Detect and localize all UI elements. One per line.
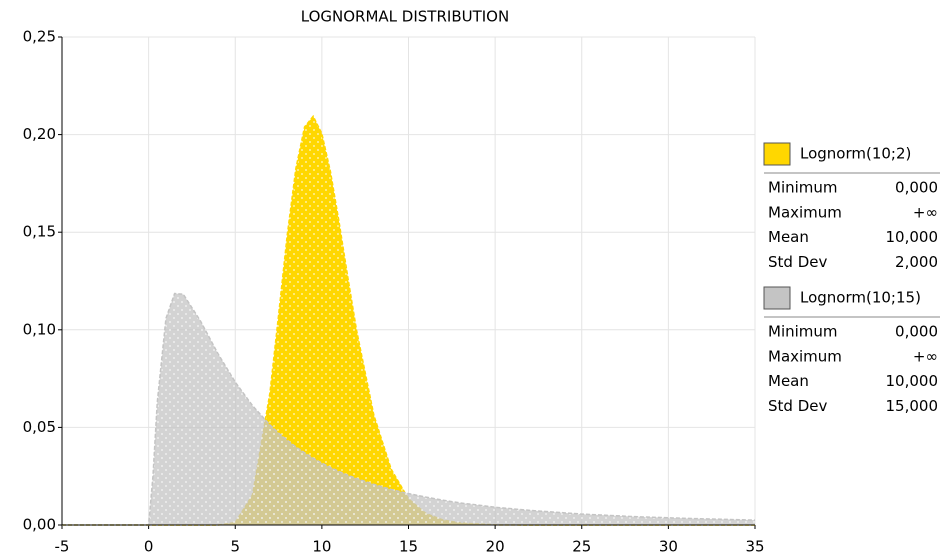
y-tick-label: 0,10: [23, 320, 56, 338]
x-tick-label: 20: [486, 538, 505, 556]
area-dots: [62, 293, 755, 525]
stat-value: +∞: [913, 203, 938, 221]
legend-label: Lognorm(10;2): [800, 145, 911, 163]
stat-label: Maximum: [768, 203, 842, 221]
y-tick-label: 0,15: [23, 223, 56, 241]
stat-value: 0,000: [895, 323, 938, 341]
legend-label: Lognorm(10;15): [800, 289, 921, 307]
stat-label: Maximum: [768, 347, 842, 365]
stat-label: Minimum: [768, 179, 838, 197]
x-tick-label: -5: [55, 538, 70, 556]
stat-label: Mean: [768, 228, 809, 246]
stat-value: 2,000: [895, 253, 938, 271]
legend-swatch: [763, 286, 791, 310]
stat-value: +∞: [913, 347, 938, 365]
stat-value: 10,000: [886, 228, 939, 246]
chart-title: LOGNORMAL DISTRIBUTION: [301, 8, 509, 26]
y-tick-label: 0,00: [23, 516, 56, 534]
stat-label: Mean: [768, 372, 809, 390]
x-tick-label: 35: [745, 538, 764, 556]
stat-label: Std Dev: [768, 253, 827, 271]
legend-swatch: [763, 142, 791, 166]
stat-value: 10,000: [886, 372, 939, 390]
stat-label: Minimum: [768, 323, 838, 341]
x-tick-label: 5: [230, 538, 240, 556]
x-tick-label: 30: [659, 538, 678, 556]
x-tick-label: 10: [312, 538, 331, 556]
x-tick-label: 25: [572, 538, 591, 556]
x-tick-label: 15: [399, 538, 418, 556]
y-tick-label: 0,20: [23, 125, 56, 143]
stat-value: 15,000: [886, 397, 939, 415]
y-tick-label: 0,05: [23, 418, 56, 436]
stat-value: 0,000: [895, 179, 938, 197]
y-tick-label: 0,25: [23, 28, 56, 46]
stat-label: Std Dev: [768, 397, 827, 415]
x-tick-label: 0: [144, 538, 154, 556]
area-outline: [62, 292, 756, 526]
